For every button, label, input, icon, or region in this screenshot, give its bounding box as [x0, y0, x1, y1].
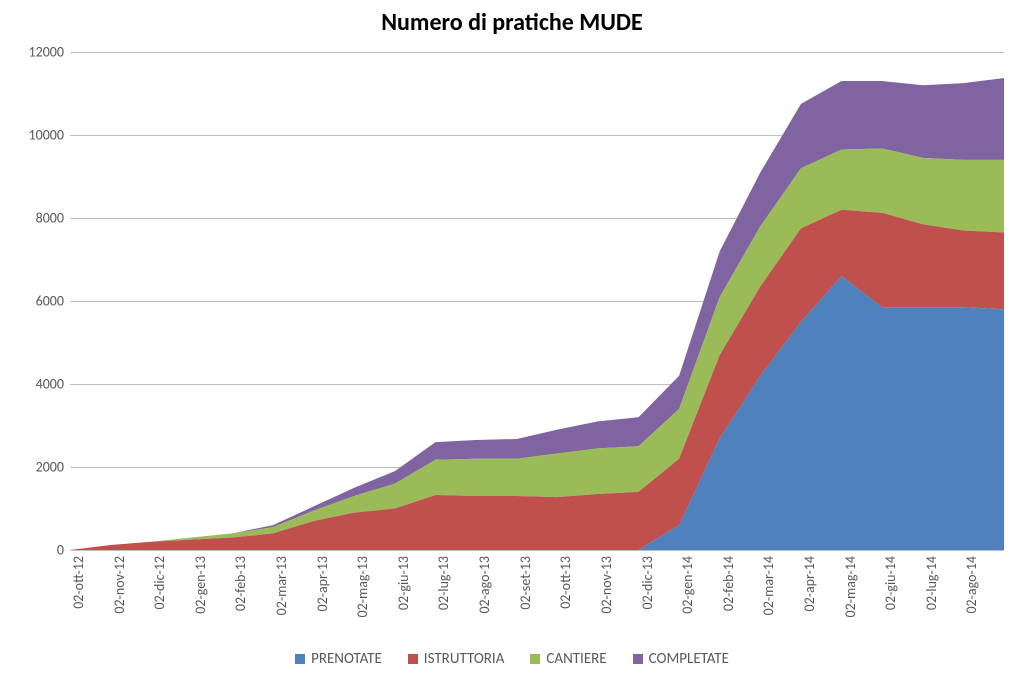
x-tick-label: 02-dic-12 — [151, 556, 168, 609]
x-tick-label: 02-ago-13 — [476, 556, 493, 614]
plot-area: 02000400060008000100001200002-ott-1202-n… — [70, 52, 1004, 550]
x-tick-label: 02-lug-13 — [435, 556, 452, 610]
y-tick-label: 10000 — [29, 127, 64, 144]
x-tick-label: 02-gen-14 — [679, 556, 696, 614]
y-tick-label: 12000 — [29, 44, 64, 61]
legend-label: ISTRUTTORIA — [424, 650, 505, 668]
legend: PRENOTATE ISTRUTTORIA CANTIERE COMPLETATE — [0, 650, 1024, 668]
legend-item-prenotate: PRENOTATE — [295, 650, 382, 668]
legend-item-cantiere: CANTIERE — [530, 650, 606, 668]
y-tick-label: 2000 — [36, 459, 64, 476]
x-tick-label: 02-feb-13 — [232, 556, 249, 611]
y-tick-label: 4000 — [36, 376, 64, 393]
legend-item-istruttoria: ISTRUTTORIA — [408, 650, 505, 668]
legend-swatch-icon — [633, 654, 643, 664]
x-tick-label: 02-ott-13 — [557, 556, 574, 609]
x-tick-label: 02-apr-13 — [314, 556, 331, 612]
legend-swatch-icon — [530, 654, 540, 664]
chart-container: Numero di pratiche MUDE 0200040006000800… — [0, 0, 1024, 683]
y-tick-label: 0 — [57, 542, 64, 559]
x-tick-label: 02-mag-13 — [354, 556, 371, 617]
x-tick-label: 02-nov-13 — [598, 556, 615, 614]
chart-title: Numero di pratiche MUDE — [0, 8, 1024, 37]
x-tick-label: 02-mag-14 — [842, 556, 859, 617]
gridline — [70, 550, 1004, 551]
x-tick-label: 02-ago-14 — [963, 556, 980, 614]
x-tick-label: 02-giu-13 — [395, 556, 412, 610]
x-tick-label: 02-gen-13 — [192, 556, 209, 614]
legend-label: CANTIERE — [546, 650, 606, 668]
legend-swatch-icon — [408, 654, 418, 664]
x-tick-label: 02-giu-14 — [882, 556, 899, 610]
x-tick-label: 02-nov-12 — [111, 556, 128, 614]
x-tick-label: 02-set-13 — [517, 556, 534, 610]
x-tick-label: 02-dic-13 — [639, 556, 656, 609]
legend-label: COMPLETATE — [649, 650, 729, 668]
x-tick-label: 02-lug-14 — [923, 556, 940, 610]
legend-item-completate: COMPLETATE — [633, 650, 729, 668]
x-tick-label: 02-feb-14 — [720, 556, 737, 611]
y-tick-label: 8000 — [36, 210, 64, 227]
area-svg — [70, 52, 1004, 550]
x-tick-label: 02-ott-12 — [70, 556, 87, 609]
x-tick-label: 02-apr-14 — [801, 556, 818, 612]
y-tick-label: 6000 — [36, 293, 64, 310]
legend-swatch-icon — [295, 654, 305, 664]
legend-label: PRENOTATE — [311, 650, 382, 668]
x-tick-label: 02-mar-13 — [273, 556, 290, 615]
x-tick-label: 02-mar-14 — [760, 556, 777, 615]
